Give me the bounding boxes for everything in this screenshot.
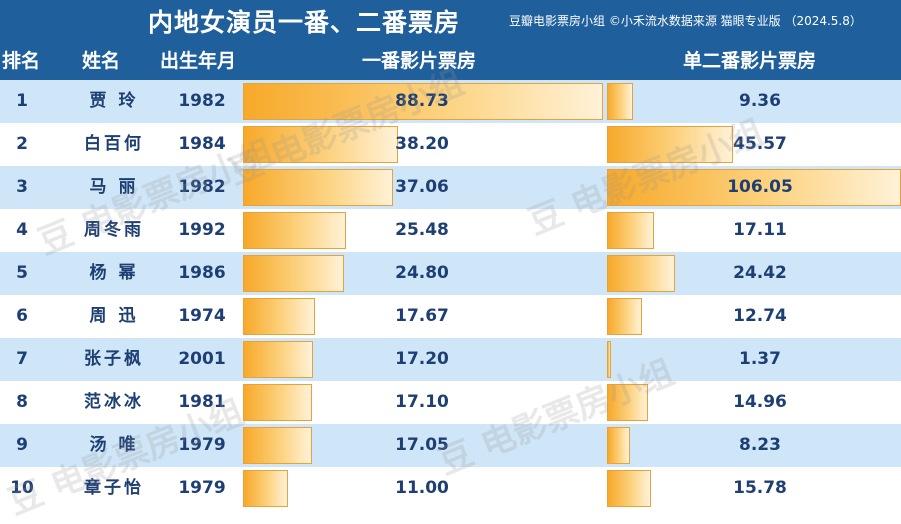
lead-boxoffice-bar (243, 169, 394, 206)
lead-boxoffice-label: 17.67 (395, 306, 449, 326)
name-cell: 马 丽 (89, 177, 139, 197)
table-row: 4 周冬雨 1992 25.48 17.11 (0, 209, 901, 252)
table-row: 7 张子枫 2001 17.20 1.37 (0, 338, 901, 381)
lead-boxoffice-bar (243, 212, 347, 249)
rank-cell: 2 (16, 134, 28, 154)
second-boxoffice-label: 106.05 (727, 177, 793, 197)
second-boxoffice-label: 17.11 (733, 220, 787, 240)
second-boxoffice-bar (607, 427, 630, 464)
birth-year-cell: 1979 (178, 435, 226, 455)
birth-year-cell: 1982 (178, 91, 226, 111)
table-row: 2 白百何 1984 38.20 45.57 (0, 123, 901, 166)
rank-cell: 9 (16, 435, 28, 455)
name-cell: 章子怡 (84, 478, 144, 498)
rank-cell: 10 (10, 478, 34, 498)
lead-boxoffice-bar (243, 384, 313, 421)
table-row: 8 范冰冰 1981 17.10 14.96 (0, 381, 901, 424)
table-row: 3 马 丽 1982 37.06 106.05 (0, 166, 901, 209)
lead-boxoffice-bar (243, 341, 313, 378)
column-header-second-boxoffice: 单二番影片票房 (683, 50, 817, 72)
lead-boxoffice-label: 24.80 (395, 263, 449, 283)
second-boxoffice-bar (607, 470, 651, 507)
lead-boxoffice-label: 25.48 (395, 220, 449, 240)
rank-cell: 6 (16, 306, 28, 326)
rank-cell: 4 (16, 220, 28, 240)
second-boxoffice-bar (607, 169, 901, 206)
lead-boxoffice-label: 17.10 (395, 392, 449, 412)
lead-boxoffice-bar (243, 427, 313, 464)
second-boxoffice-label: 45.57 (733, 134, 787, 154)
lead-boxoffice-label: 17.05 (395, 435, 449, 455)
second-boxoffice-label: 15.78 (733, 478, 787, 498)
name-cell: 汤 唯 (89, 435, 139, 455)
birth-year-cell: 1984 (178, 134, 226, 154)
name-cell: 周 迅 (89, 306, 139, 326)
name-cell: 张子枫 (84, 349, 144, 369)
birth-year-cell: 1992 (178, 220, 226, 240)
table-row: 5 杨 幂 1986 24.80 24.42 (0, 252, 901, 295)
rank-cell: 1 (16, 91, 28, 111)
column-header-rank: 排名 (2, 50, 41, 72)
second-boxoffice-bar (607, 341, 611, 378)
rank-cell: 7 (16, 349, 28, 369)
second-boxoffice-label: 9.36 (739, 91, 781, 111)
table-row: 10 章子怡 1979 11.00 15.78 (0, 467, 901, 510)
name-cell: 周冬雨 (84, 220, 144, 240)
lead-boxoffice-label: 11.00 (395, 478, 449, 498)
table-row: 6 周 迅 1974 17.67 12.74 (0, 295, 901, 338)
page-subtitle: 豆瓣电影票房小组 ©小禾流水数据来源 猫眼专业版 （2024.5.8） (509, 14, 862, 28)
second-boxoffice-bar (607, 212, 655, 249)
birth-year-cell: 1979 (178, 478, 226, 498)
table-row: 9 汤 唯 1979 17.05 8.23 (0, 424, 901, 467)
column-header-lead-boxoffice: 一番影片票房 (362, 50, 477, 72)
rank-cell: 3 (16, 177, 28, 197)
second-boxoffice-bar (607, 255, 675, 292)
rank-cell: 5 (16, 263, 28, 283)
second-boxoffice-label: 24.42 (733, 263, 787, 283)
birth-year-cell: 1981 (178, 392, 226, 412)
name-cell: 杨 幂 (89, 263, 139, 283)
lead-boxoffice-label: 38.20 (395, 134, 449, 154)
lead-boxoffice-bar (243, 470, 288, 507)
page-title: 内地女演员一番、二番票房 (148, 8, 461, 37)
second-boxoffice-bar (607, 126, 734, 163)
name-cell: 范冰冰 (84, 392, 144, 412)
second-boxoffice-label: 1.37 (739, 349, 781, 369)
lead-boxoffice-label: 88.73 (395, 91, 449, 111)
birth-year-cell: 1974 (178, 306, 226, 326)
rank-cell: 8 (16, 392, 28, 412)
column-header-name: 姓名 (82, 50, 121, 72)
birth-year-cell: 1982 (178, 177, 226, 197)
lead-boxoffice-label: 37.06 (395, 177, 449, 197)
name-cell: 贾 玲 (89, 91, 139, 111)
lead-boxoffice-bar (243, 298, 315, 335)
table-row: 1 贾 玲 1982 88.73 9.36 (0, 80, 901, 123)
second-boxoffice-bar (607, 298, 643, 335)
lead-boxoffice-label: 17.20 (395, 349, 449, 369)
lead-boxoffice-bar (243, 83, 603, 120)
second-boxoffice-label: 14.96 (733, 392, 787, 412)
second-boxoffice-label: 8.23 (739, 435, 781, 455)
lead-boxoffice-bar (243, 126, 398, 163)
column-header-birth: 出生年月 (160, 50, 237, 72)
name-cell: 白百何 (84, 134, 144, 154)
second-boxoffice-bar (607, 384, 649, 421)
header-bar: 内地女演员一番、二番票房 豆瓣电影票房小组 ©小禾流水数据来源 猫眼专业版 （2… (0, 0, 901, 80)
lead-boxoffice-bar (243, 255, 344, 292)
second-boxoffice-label: 12.74 (733, 306, 787, 326)
birth-year-cell: 1986 (178, 263, 226, 283)
second-boxoffice-bar (607, 83, 633, 120)
birth-year-cell: 2001 (178, 349, 226, 369)
